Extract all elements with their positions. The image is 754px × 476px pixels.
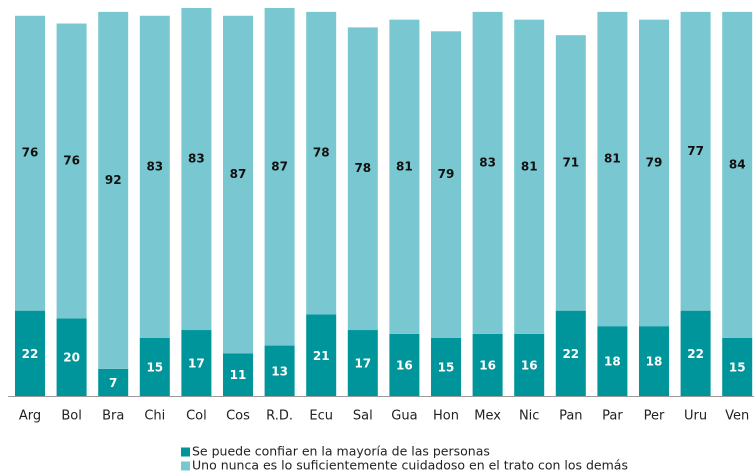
bar-segment	[472, 11, 503, 334]
bar-segment	[15, 310, 45, 396]
value-label: 83	[479, 155, 496, 169]
value-label: 81	[604, 152, 621, 166]
x-tick-label: Mex	[474, 409, 501, 424]
bar-segment	[139, 15, 170, 338]
bar-segment	[514, 19, 545, 334]
bar-segment	[389, 19, 420, 334]
value-label: 87	[230, 167, 247, 181]
bar-segment	[722, 11, 753, 338]
bar-segment	[389, 333, 420, 396]
value-label: 16	[479, 358, 496, 372]
value-label: 76	[63, 153, 80, 167]
bar-segment	[15, 15, 45, 311]
x-tick-label: R.D.	[266, 409, 293, 424]
x-tick-label: Per	[644, 409, 665, 424]
x-tick-label: Arg	[19, 409, 41, 424]
value-label: 15	[729, 360, 746, 374]
bar-segment	[98, 368, 129, 396]
bar-segment	[223, 15, 253, 354]
value-label: 11	[230, 368, 247, 382]
x-tick-label: Pan	[559, 409, 582, 424]
value-label: 22	[562, 347, 579, 361]
legend-swatch	[181, 461, 190, 471]
value-label: 16	[396, 358, 413, 372]
value-label: 78	[313, 146, 330, 160]
value-label: 83	[146, 159, 163, 173]
value-label: 87	[271, 159, 288, 173]
bar-segment	[722, 337, 753, 396]
value-label: 81	[521, 159, 538, 173]
value-label: 18	[646, 355, 663, 369]
value-label: 79	[646, 155, 663, 169]
bar-segment	[431, 337, 461, 396]
bar-segment	[306, 314, 337, 396]
bar-segment	[56, 318, 87, 396]
value-label: 17	[188, 357, 205, 371]
value-label: 79	[438, 167, 455, 181]
value-label: 22	[687, 347, 704, 361]
x-tick-label: Hon	[433, 409, 459, 424]
bar-segment	[472, 333, 503, 396]
value-label: 15	[146, 360, 163, 374]
legend-swatch	[181, 447, 190, 457]
x-tick-label: Par	[602, 409, 623, 424]
value-label: 17	[354, 357, 371, 371]
bar-segment	[264, 345, 295, 396]
value-label: 84	[729, 157, 746, 171]
value-label: 76	[22, 146, 39, 160]
value-label: 22	[22, 347, 39, 361]
value-label: 18	[604, 355, 621, 369]
x-tick-label: Chi	[144, 409, 165, 424]
bar-segment	[139, 337, 170, 396]
legend-label: Uno nunca es lo suficientemente cuidados…	[192, 458, 628, 473]
x-tick-label: Uru	[684, 409, 707, 424]
bar-segment	[514, 333, 545, 396]
x-tick-label: Nic	[519, 409, 539, 424]
bar-segment	[680, 11, 711, 311]
value-label: 16	[521, 358, 538, 372]
value-label: 92	[105, 173, 122, 187]
value-label: 77	[687, 144, 704, 158]
bar-segment	[181, 330, 212, 396]
bar-segment	[223, 353, 253, 396]
bar-segment	[597, 11, 628, 327]
bar-segment	[98, 11, 129, 369]
bar-segment	[597, 326, 628, 396]
bar-segment	[181, 8, 212, 331]
x-tick-label: Cos	[226, 409, 250, 424]
bar-segment	[639, 19, 669, 327]
value-label: 83	[188, 152, 205, 166]
value-label: 81	[396, 159, 413, 173]
value-label: 20	[63, 351, 80, 365]
x-tick-label: Gua	[391, 409, 417, 424]
value-label: 7	[109, 376, 117, 390]
bar-segment	[680, 310, 711, 396]
value-label: 71	[562, 155, 579, 169]
bar-segment	[431, 31, 461, 338]
value-label: 78	[354, 161, 371, 175]
bar-segment	[555, 35, 586, 311]
bar-segment	[56, 23, 87, 319]
x-tick-label: Sal	[353, 409, 373, 424]
x-tick-label: Ven	[725, 409, 749, 424]
bar-segment	[264, 8, 295, 346]
bar-segment	[639, 326, 669, 396]
value-label: 15	[438, 360, 455, 374]
value-label: 21	[313, 349, 330, 363]
legend-label: Se puede confiar en la mayoría de las pe…	[192, 444, 490, 459]
bar-segment	[306, 11, 337, 315]
value-label: 13	[271, 364, 288, 378]
x-tick-label: Bol	[61, 409, 81, 424]
x-tick-label: Ecu	[309, 409, 333, 424]
bar-segment	[555, 310, 586, 396]
bar-segment	[347, 330, 378, 396]
bar-segment	[347, 27, 378, 331]
x-tick-label: Col	[186, 409, 207, 424]
x-tick-label: Bra	[102, 409, 124, 424]
